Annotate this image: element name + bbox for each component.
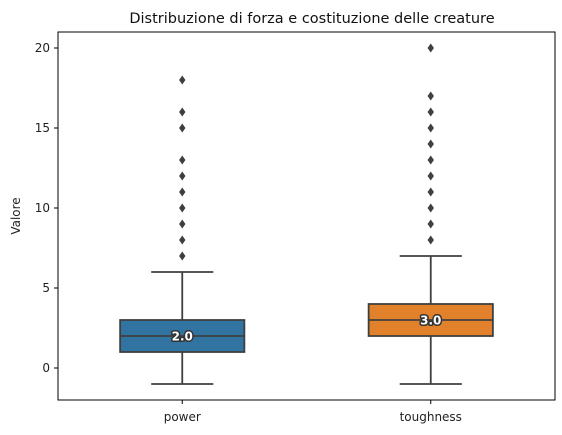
y-tick-label: 20: [35, 41, 50, 55]
outlier-point: [427, 219, 434, 229]
outlier-point: [179, 123, 186, 133]
outlier-point: [427, 171, 434, 181]
y-tick-label: 5: [42, 281, 50, 295]
outlier-point: [427, 107, 434, 117]
outlier-point: [179, 171, 186, 181]
outlier-point: [179, 75, 186, 85]
y-tick-label: 0: [42, 361, 50, 375]
median-label: 2.0: [172, 330, 193, 344]
outlier-point: [427, 203, 434, 213]
outlier-point: [427, 43, 434, 53]
y-axis: 0 5 10 15 20: [35, 41, 58, 375]
outlier-point: [179, 187, 186, 197]
outlier-point: [427, 235, 434, 245]
outlier-point: [179, 203, 186, 213]
outlier-point: [179, 107, 186, 117]
outlier-point: [427, 155, 434, 165]
y-tick-label: 15: [35, 121, 50, 135]
outlier-point: [427, 139, 434, 149]
chart-title: Distribuzione di forza e costituzione de…: [129, 11, 494, 27]
outlier-point: [427, 123, 434, 133]
outlier-point: [179, 251, 186, 261]
boxes: 2.0 3.0: [119, 43, 494, 385]
outlier-point: [179, 219, 186, 229]
outlier-point: [427, 187, 434, 197]
x-axis: power toughness: [164, 400, 462, 424]
y-tick-label: 10: [35, 201, 50, 215]
x-tick-label: toughness: [400, 410, 462, 424]
median-label: 3.0: [420, 314, 441, 328]
outlier-point: [179, 155, 186, 165]
y-axis-label: Valore: [9, 197, 23, 234]
x-tick-label: power: [164, 410, 201, 424]
outlier-point: [179, 235, 186, 245]
outlier-point: [427, 91, 434, 101]
